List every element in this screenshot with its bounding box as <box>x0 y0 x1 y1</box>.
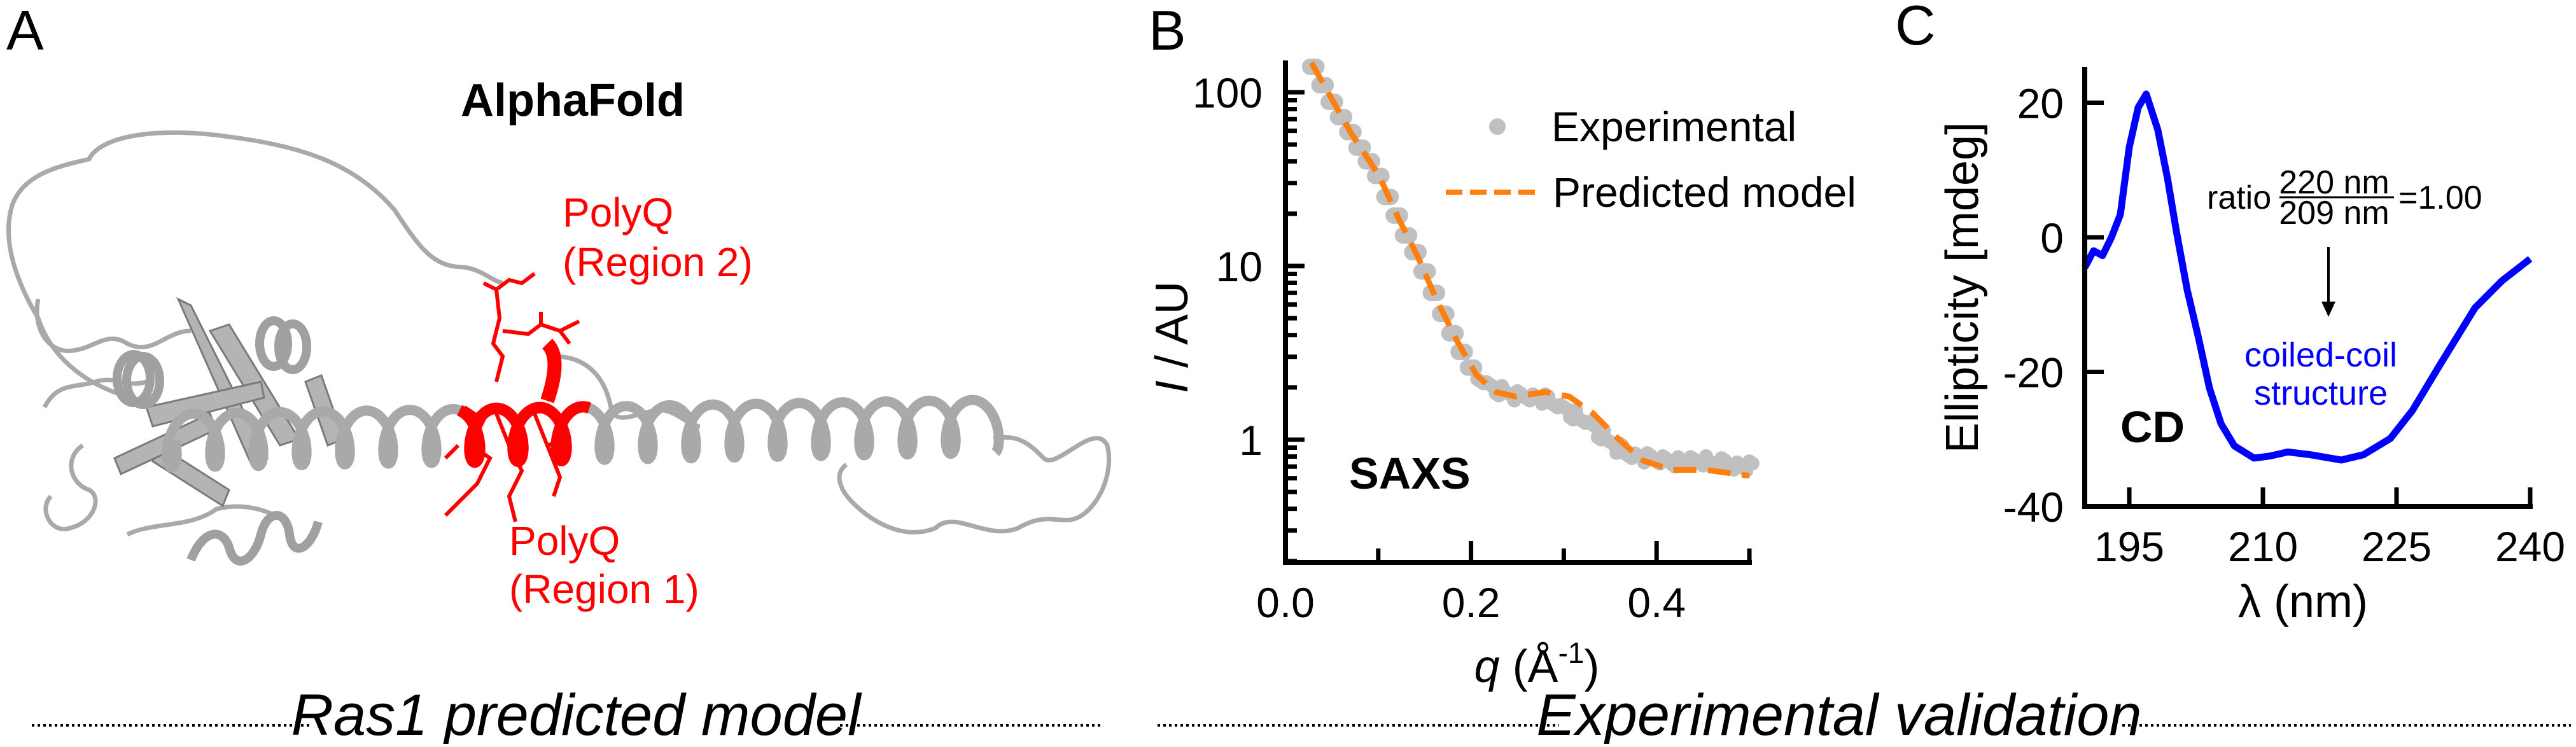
y-var: I <box>1147 380 1198 393</box>
polyq-region-2-label: PolyQ <box>563 190 673 235</box>
y-tick-label: -40 <box>2003 484 2064 531</box>
x-unit-exponent: -1 <box>1558 636 1585 669</box>
y-tick-label: -20 <box>2003 349 2064 396</box>
panel-c-cd-chart: C 195 210 225 240 20 0 -20 -40 Ellipticity [mde… <box>1895 0 2565 627</box>
panel-a-letter: A <box>6 0 44 62</box>
panel-c-letter: C <box>1895 0 1936 57</box>
experimental-point <box>1745 456 1760 471</box>
arrow-down-icon <box>2321 302 2335 317</box>
experimental-point <box>1373 167 1390 185</box>
ratio-denominator: 209 nm <box>2279 195 2389 232</box>
x-tick-label: 210 <box>2228 523 2298 570</box>
panel-b-saxs-chart: B 0.0 0.2 0.4 1 10 100 I / AU q (Å-1) SAXS Ex… <box>1147 0 1856 692</box>
y-tick-label: 100 <box>1193 69 1263 116</box>
experimental-point <box>1354 139 1371 157</box>
saxs-x-axis-label: q (Å-1) <box>1474 636 1600 692</box>
x-unit: (Å <box>1500 641 1558 692</box>
y-unit: / AU <box>1147 281 1198 380</box>
panel-b-letter: B <box>1149 0 1186 62</box>
cd-y-axis-label: Ellipticity [mdeg] <box>1937 122 1988 453</box>
x-unit-close: ) <box>1584 641 1599 692</box>
x-tick-label: 0.2 <box>1442 579 1501 626</box>
validation-caption: Experimental validation <box>1536 683 2141 744</box>
polyq-region-1-sublabel: (Region 1) <box>509 566 699 612</box>
structure-label: structure <box>2254 374 2388 412</box>
protein-loop-left <box>34 298 288 537</box>
cd-x-axis-label: λ (nm) <box>2238 576 2368 627</box>
protein-structure-image <box>6 130 1112 566</box>
protein-loop-right <box>837 435 1112 534</box>
x-tick-label: 0.0 <box>1256 579 1315 626</box>
polyq-side-chains <box>444 272 580 522</box>
saxs-ticks: 0.0 0.2 0.4 1 10 100 <box>1193 69 1752 626</box>
legend-model-label: Predicted model <box>1553 169 1856 216</box>
alphafold-title: AlphaFold <box>461 75 685 126</box>
experimental-point <box>1447 325 1464 342</box>
experimental-points <box>1301 59 1760 478</box>
cd-spectrum-line <box>2082 90 2533 464</box>
predicted-model-line <box>1308 61 1750 479</box>
saxs-legend: Experimental Predicted model <box>1446 103 1856 216</box>
saxs-y-axis-label: I / AU <box>1147 281 1198 393</box>
saxs-title: SAXS <box>1349 449 1471 498</box>
x-tick-label: 225 <box>2362 523 2432 570</box>
coiled-coil-label: coiled-coil <box>2244 336 2397 374</box>
ratio-label: ratio <box>2207 179 2271 216</box>
y-tick-label: 0 <box>2040 214 2064 262</box>
protein-loop-top <box>6 130 503 397</box>
y-tick-label: 20 <box>2017 80 2064 127</box>
x-tick-label: 195 <box>2094 523 2164 570</box>
ratio-annotation: ratio 220 nm 209 nm =1.00 coiled-coil st… <box>2207 164 2482 412</box>
panel-a: A AlphaFold <box>6 0 1112 747</box>
y-tick-label: 10 <box>1216 243 1263 290</box>
protein-loop-mid <box>553 354 701 429</box>
polyq-region-1-label: PolyQ <box>509 518 620 564</box>
cd-ticks: 195 210 225 240 20 0 -20 -40 <box>2003 80 2565 571</box>
cd-title: CD <box>2120 402 2185 452</box>
x-var: q <box>1474 641 1500 692</box>
polyq-region-2-sublabel: (Region 2) <box>563 239 753 285</box>
legend-experimental-label: Experimental <box>1551 103 1796 150</box>
y-tick-label: 1 <box>1239 417 1263 464</box>
experimental-point <box>1336 108 1353 125</box>
legend-experimental-marker <box>1489 118 1506 135</box>
ratio-numerator: 220 nm <box>2279 164 2389 201</box>
x-tick-label: 0.4 <box>1627 579 1686 626</box>
panel-a-caption: Ras1 predicted model <box>291 683 862 744</box>
x-tick-label: 240 <box>2495 523 2565 570</box>
small-helices <box>113 316 323 566</box>
ratio-value: =1.00 <box>2398 179 2482 216</box>
